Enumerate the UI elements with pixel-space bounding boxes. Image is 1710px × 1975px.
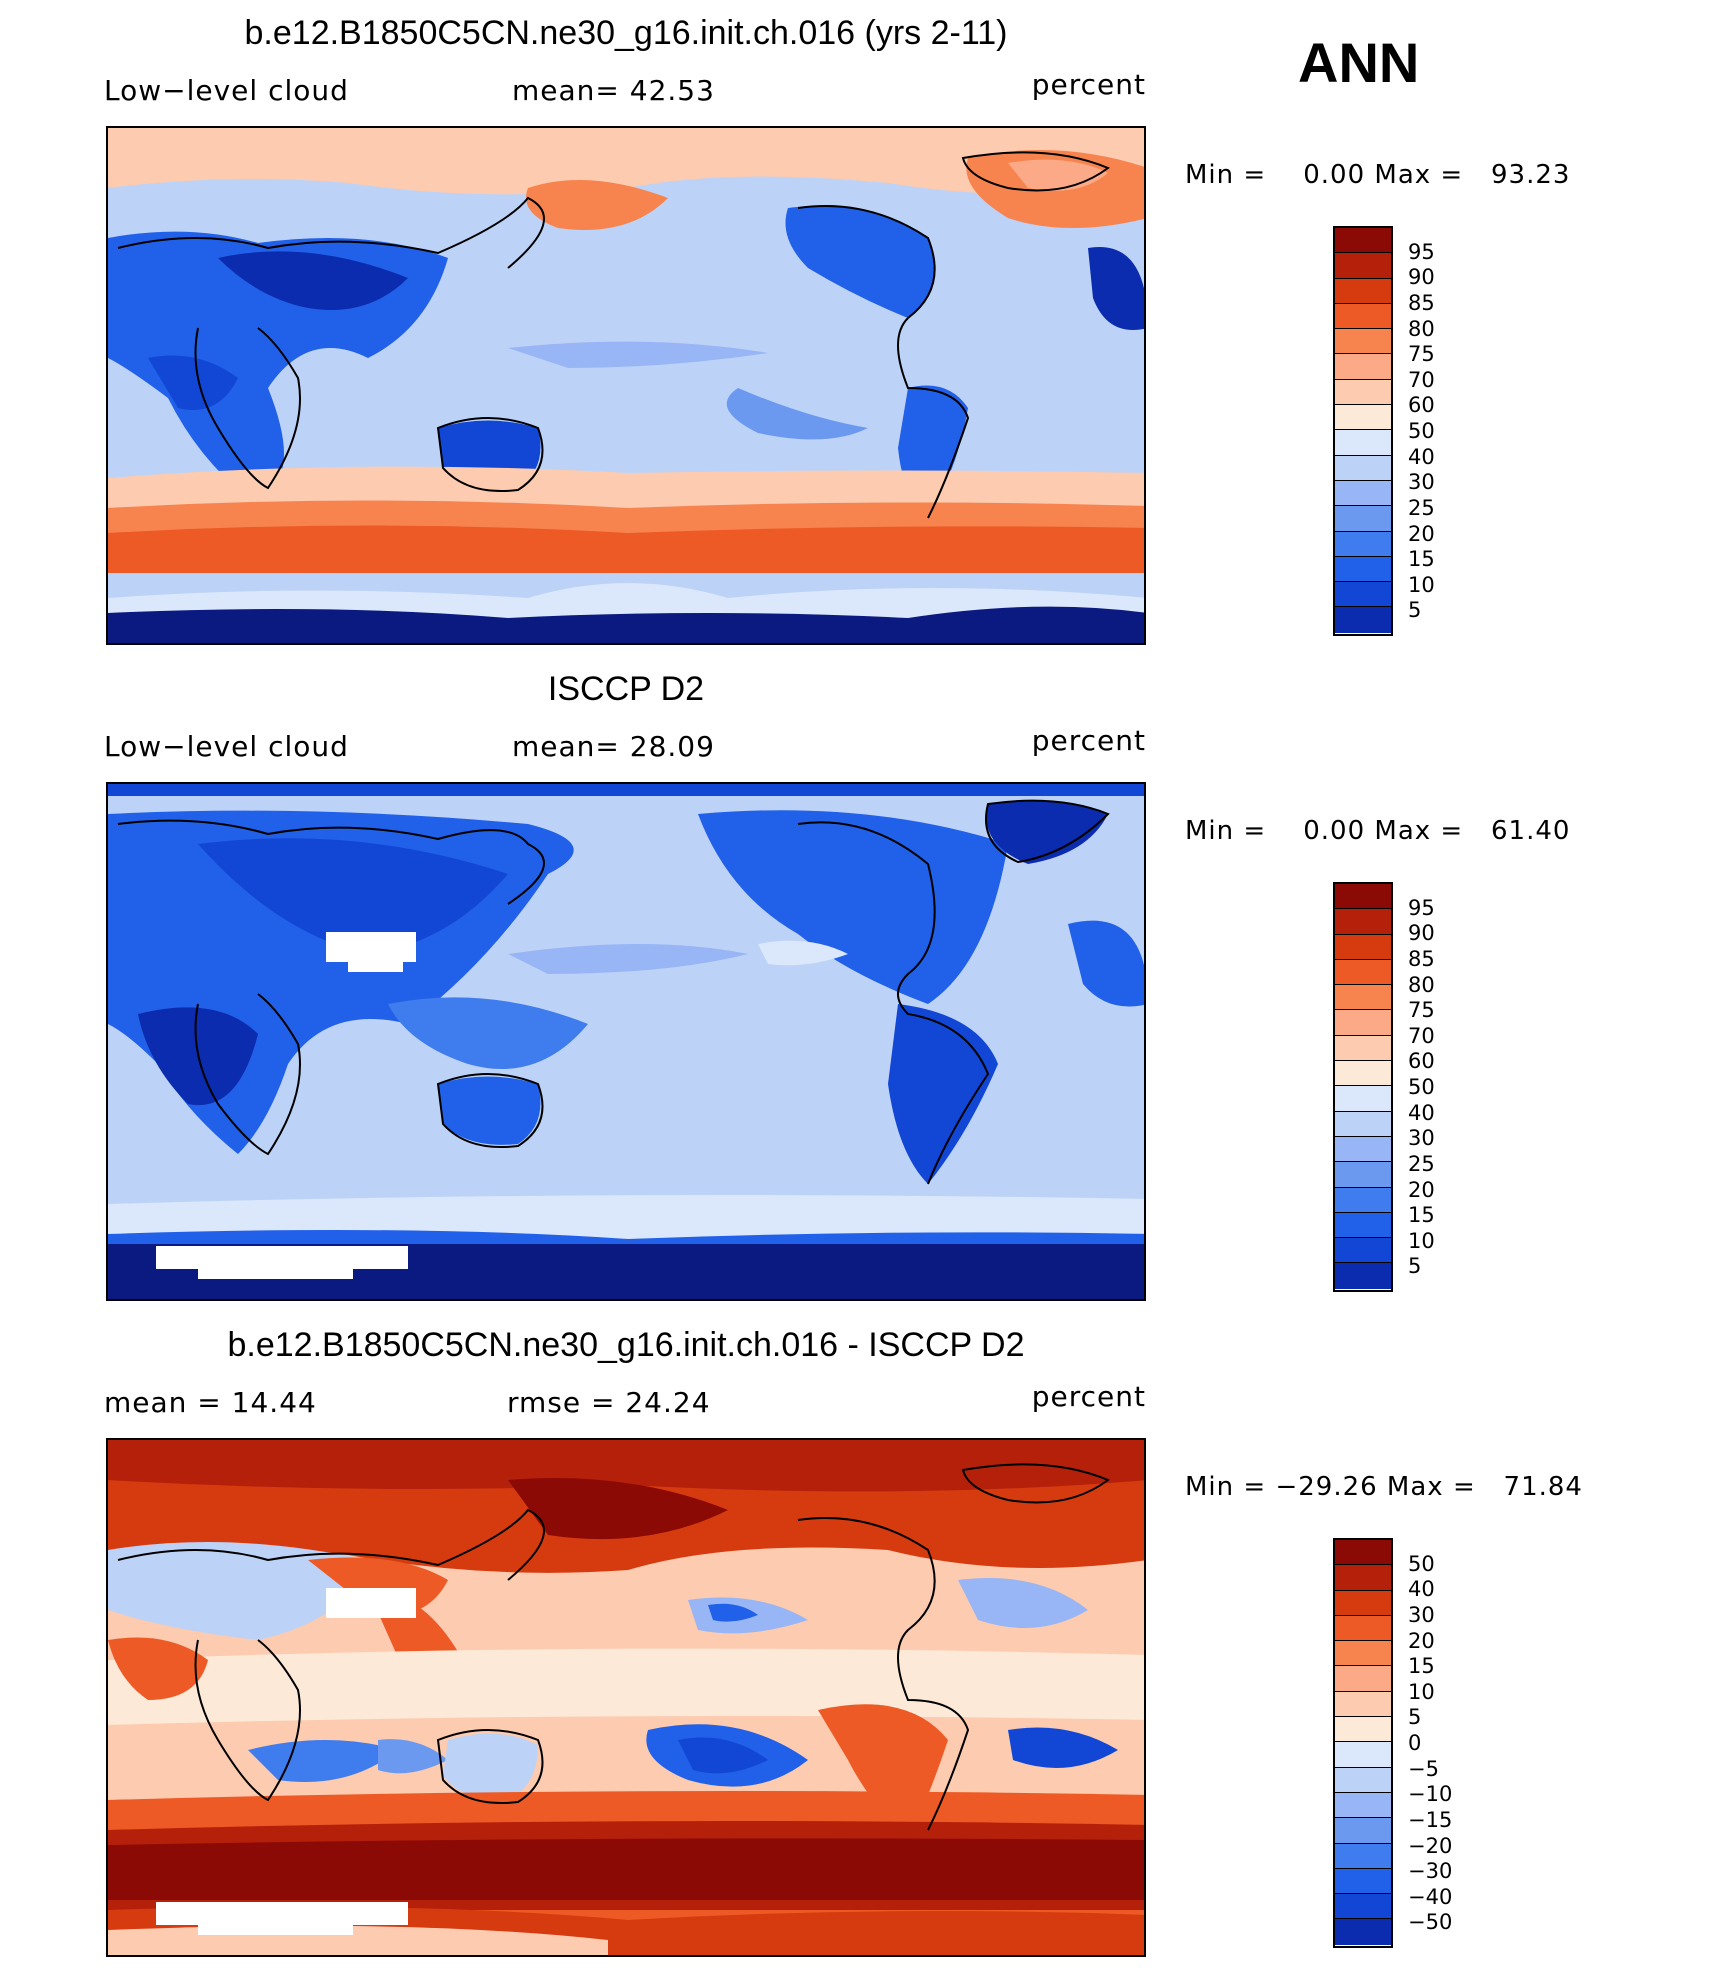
panel2-mean-label: mean= 28.09 bbox=[512, 730, 715, 763]
colorbar-tick-label: 40 bbox=[1408, 444, 1435, 469]
panel3-rmse-label: rmse = 24.24 bbox=[507, 1386, 711, 1419]
colorbar-tick-label: −50 bbox=[1408, 1910, 1453, 1935]
colorbar-tick-label: 30 bbox=[1408, 1126, 1435, 1151]
colorbar-tick-label: 75 bbox=[1408, 998, 1435, 1023]
panel2-variable-label: Low−level cloud bbox=[104, 730, 349, 763]
colorbar-tick-label: 10 bbox=[1408, 1679, 1435, 1704]
colorbar-tick-label: 75 bbox=[1408, 342, 1435, 367]
colorbar-tick-label: 50 bbox=[1408, 1075, 1435, 1099]
panel1-units-label: percent bbox=[1031, 68, 1146, 101]
colorbar-tick-label: 15 bbox=[1408, 1203, 1435, 1228]
colorbar-tick-label: 90 bbox=[1408, 265, 1435, 290]
colorbar-tick-label: 60 bbox=[1408, 1049, 1435, 1074]
colorbar-tick-label: 0 bbox=[1408, 1731, 1422, 1755]
colorbar-tick-label: 70 bbox=[1408, 367, 1435, 392]
colorbar-tick-label: 20 bbox=[1408, 1628, 1435, 1653]
panel1-title: b.e12.B1850C5CN.ne30_g16.init.ch.016 (yr… bbox=[244, 14, 1008, 52]
colorbar-tick-label: 85 bbox=[1408, 290, 1435, 315]
colorbar-tick-label: 5 bbox=[1408, 1705, 1422, 1730]
colorbar-tick-label: −40 bbox=[1408, 1884, 1453, 1909]
colorbar-tick-label: 20 bbox=[1408, 1177, 1435, 1202]
colorbar-tick-label: 30 bbox=[1408, 470, 1435, 495]
colorbar-tick-label: 25 bbox=[1408, 1151, 1435, 1176]
colorbar-tick-label: 60 bbox=[1408, 393, 1435, 418]
colorbar-tick-label: −10 bbox=[1408, 1782, 1453, 1807]
panel2-colorbar bbox=[1333, 882, 1393, 1292]
colorbar-tick-label: −30 bbox=[1408, 1859, 1453, 1884]
panel2-map bbox=[106, 782, 1146, 1301]
colorbar-tick-label: 15 bbox=[1408, 547, 1435, 572]
panel1-minmax-label: Min = 0.00 Max = 93.23 bbox=[1185, 160, 1571, 190]
colorbar-tick-label: 85 bbox=[1408, 946, 1435, 971]
panel3-map bbox=[106, 1438, 1146, 1957]
panel3-minmax-label: Min = −29.26 Max = 71.84 bbox=[1185, 1472, 1583, 1502]
panel3-units-label: percent bbox=[1031, 1380, 1146, 1413]
panel3-colorbar bbox=[1333, 1538, 1393, 1948]
panel2-title: ISCCP D2 bbox=[547, 670, 705, 708]
panel3-title: b.e12.B1850C5CN.ne30_g16.init.ch.016 - I… bbox=[227, 1326, 1025, 1364]
colorbar-tick-label: 50 bbox=[1408, 419, 1435, 443]
colorbar-tick-label: 30 bbox=[1408, 1602, 1435, 1627]
colorbar-tick-label: 5 bbox=[1408, 1254, 1422, 1279]
colorbar-tick-label: 80 bbox=[1408, 316, 1435, 341]
colorbar-tick-label: −20 bbox=[1408, 1833, 1453, 1858]
panel2-minmax-label: Min = 0.00 Max = 61.40 bbox=[1185, 816, 1571, 846]
panel1-colorbar bbox=[1333, 226, 1393, 636]
colorbar-tick-label: −5 bbox=[1408, 1756, 1439, 1781]
colorbar-tick-label: −15 bbox=[1408, 1807, 1453, 1832]
colorbar-tick-label: 10 bbox=[1408, 572, 1435, 597]
colorbar-tick-label: 95 bbox=[1408, 239, 1435, 264]
colorbar-tick-label: 40 bbox=[1408, 1577, 1435, 1602]
colorbar-tick-label: 90 bbox=[1408, 921, 1435, 946]
panel1-map bbox=[106, 126, 1146, 645]
panel1-variable-label: Low−level cloud bbox=[104, 74, 349, 107]
panel3-mean-label: mean = 14.44 bbox=[104, 1386, 317, 1419]
season-label: ANN bbox=[1298, 31, 1420, 94]
colorbar-tick-label: 5 bbox=[1408, 598, 1422, 623]
colorbar-tick-label: 80 bbox=[1408, 972, 1435, 997]
colorbar-tick-label: 10 bbox=[1408, 1228, 1435, 1253]
colorbar-tick-label: 95 bbox=[1408, 895, 1435, 920]
colorbar-tick-label: 50 bbox=[1408, 1551, 1435, 1576]
colorbar-tick-label: 20 bbox=[1408, 521, 1435, 546]
colorbar-tick-label: 40 bbox=[1408, 1100, 1435, 1125]
panel2-units-label: percent bbox=[1031, 724, 1146, 757]
panel1-mean-label: mean= 42.53 bbox=[512, 74, 715, 107]
colorbar-tick-label: 15 bbox=[1408, 1654, 1435, 1679]
colorbar-tick-label: 25 bbox=[1408, 495, 1435, 520]
colorbar-tick-label: 70 bbox=[1408, 1023, 1435, 1048]
